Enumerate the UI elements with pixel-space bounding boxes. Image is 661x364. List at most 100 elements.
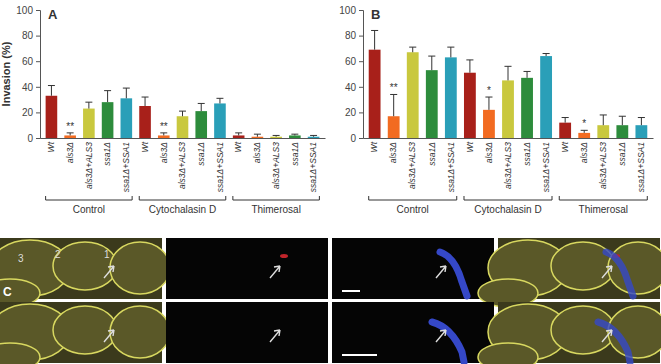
bars xyxy=(369,30,648,138)
group-label: Thimerosal xyxy=(579,204,628,215)
y-tick-label: 20 xyxy=(345,107,357,118)
x-tick-label: ssa1Δ+SSA1 xyxy=(215,142,225,193)
y-tick-label: 0 xyxy=(350,133,356,144)
x-tick: ssa1Δ+SSA1 xyxy=(541,142,551,193)
y-tick: 0 xyxy=(27,133,40,144)
y-axis-line xyxy=(359,11,364,139)
x-tick: Wt xyxy=(560,141,570,152)
error-bar xyxy=(600,115,607,125)
x-axis-line xyxy=(41,138,326,139)
error-bar xyxy=(235,133,242,136)
x-tick-label: als3Δ xyxy=(388,142,398,164)
group-bracket xyxy=(233,196,320,200)
x-tick: ssa1Δ xyxy=(290,142,300,166)
error-bar xyxy=(310,135,317,136)
micrograph xyxy=(332,238,494,299)
x-tick-label: als3Δ+ALS3 xyxy=(84,142,94,189)
group-label: Cytochalasin D xyxy=(474,204,541,215)
x-axis: Wtals3Δals3Δ+ALS3ssa1Δssa1Δ+SSA1Wtals3Δa… xyxy=(41,139,326,193)
x-tick-label: als3Δ xyxy=(579,142,589,164)
x-tick-label: Wt xyxy=(140,141,150,152)
y-tick-mark xyxy=(36,36,40,37)
x-tick-label: Wt xyxy=(465,141,475,152)
significance: * xyxy=(582,118,586,129)
micrograph xyxy=(0,302,170,364)
cell-label: 3 xyxy=(18,253,24,264)
figure: 020406080100Invasion (%)A****Wtals3Δals3… xyxy=(0,0,661,364)
group-label: Control xyxy=(73,204,105,215)
x-tick-label: als3Δ xyxy=(158,142,168,164)
x-tick: als3Δ+ALS3 xyxy=(503,142,513,189)
y-axis: 0 20 40 60 80 100 xyxy=(339,5,363,144)
error-bar xyxy=(216,98,223,103)
micrograph xyxy=(0,238,170,307)
x-tick: ssa1Δ xyxy=(522,142,532,166)
bar xyxy=(426,70,438,138)
bar xyxy=(369,50,381,138)
x-tick-label: Wt xyxy=(560,141,570,152)
group-bracket xyxy=(46,196,133,200)
y-tick-label: 100 xyxy=(16,5,33,16)
bar xyxy=(158,135,170,138)
error-bar xyxy=(371,30,378,49)
x-tick-label: ssa1Δ xyxy=(617,142,627,166)
y-tick-label: 0 xyxy=(27,133,33,144)
error-bar xyxy=(466,60,473,73)
x-tick-label: ssa1Δ xyxy=(290,142,300,166)
y-tick-label: 60 xyxy=(345,56,357,67)
x-tick: als3Δ xyxy=(579,142,589,164)
x-tick-label: als3Δ xyxy=(252,142,262,164)
x-tick: ssa1Δ xyxy=(617,142,627,166)
error-bar xyxy=(485,97,492,110)
group-label: Control xyxy=(397,204,429,215)
error-bar xyxy=(142,97,149,106)
x-tick: Wt xyxy=(140,141,150,152)
x-tick: als3Δ xyxy=(388,142,398,164)
error-bar xyxy=(85,102,92,108)
bars xyxy=(46,86,320,138)
error-bar xyxy=(104,91,111,103)
x-tick-label: ssa1Δ xyxy=(522,142,532,166)
x-tick-label: Wt xyxy=(233,141,243,152)
bar xyxy=(308,137,320,138)
y-tick: 40 xyxy=(22,82,40,93)
x-tick-label: ssa1Δ xyxy=(102,142,112,166)
x-tick-label: ssa1Δ+SSA1 xyxy=(636,142,646,193)
cell-label: 2 xyxy=(55,249,61,260)
panel-label: A xyxy=(48,7,58,22)
y-tick-label: 40 xyxy=(345,82,357,93)
cell-label: 1 xyxy=(104,249,110,260)
x-tick-label: ssa1Δ xyxy=(196,142,206,166)
y-tick-label: 100 xyxy=(339,5,356,16)
y-axis-title: Invasion (%) xyxy=(0,41,12,106)
x-tick-label: als3Δ+ALS3 xyxy=(407,142,417,189)
x-tick: Wt xyxy=(465,141,475,152)
x-tick: als3Δ xyxy=(158,142,168,164)
error-bar xyxy=(428,56,435,70)
error-bar xyxy=(504,66,511,80)
error-bar xyxy=(254,134,261,137)
micrograph xyxy=(166,302,328,363)
error-bar xyxy=(67,133,74,136)
significance: * xyxy=(487,85,491,96)
bar xyxy=(616,125,628,138)
y-tick: 80 xyxy=(345,30,363,41)
x-tick-label: Wt xyxy=(369,141,379,152)
significance: ** xyxy=(390,82,398,93)
x-tick: Wt xyxy=(369,141,379,152)
x-tick: als3Δ xyxy=(484,142,494,164)
error-bar xyxy=(447,47,454,57)
bar xyxy=(102,102,114,138)
x-tick: als3Δ+ALS3 xyxy=(598,142,608,189)
y-tick-mark xyxy=(36,87,40,88)
y-tick-label: 40 xyxy=(22,82,34,93)
x-tick: Wt xyxy=(46,141,56,152)
y-tick-mark xyxy=(359,138,363,139)
micrograph xyxy=(166,238,328,299)
x-tick: ssa1Δ xyxy=(196,142,206,166)
y-axis: 020406080100 xyxy=(16,5,40,144)
x-tick-label: als3Δ+ALS3 xyxy=(598,142,608,189)
error-bar xyxy=(291,134,298,135)
bar xyxy=(289,135,301,138)
y-tick-mark xyxy=(359,112,363,113)
